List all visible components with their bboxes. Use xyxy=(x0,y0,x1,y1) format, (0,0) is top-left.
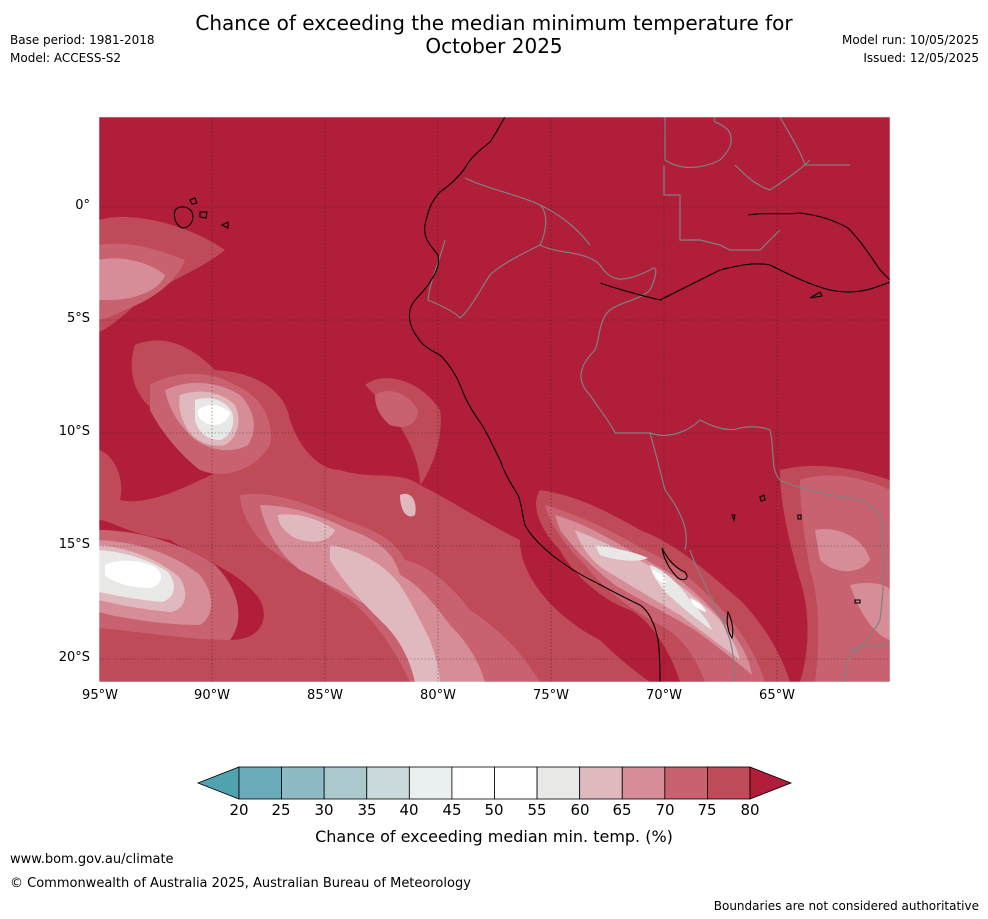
colorbar-tick: 30 xyxy=(314,801,334,819)
lon-label-85w: 85°W xyxy=(307,688,343,703)
colorbar-tick: 45 xyxy=(442,801,462,819)
base-period-text: Base period: 1981-2018 xyxy=(10,33,155,47)
colorbar-extend-high xyxy=(749,766,793,800)
lon-label-80w: 80°W xyxy=(420,688,456,703)
colorbar-bin xyxy=(621,766,666,800)
lon-label-75w: 75°W xyxy=(533,688,569,703)
country-borders xyxy=(427,117,890,682)
colorbar-bin xyxy=(707,766,751,800)
meta-right: Model run: 10/05/2025 Issued: 12/05/2025 xyxy=(842,31,979,67)
colorbar-bin xyxy=(408,766,453,800)
map-frame xyxy=(98,116,891,683)
colorbar-bin xyxy=(281,766,325,800)
meta-left: Base period: 1981-2018 Model: ACCESS-S2 xyxy=(10,31,155,67)
graticule xyxy=(99,117,890,682)
colorbar-bin xyxy=(238,766,282,800)
colorbar-bin xyxy=(579,766,623,800)
colorbar-tick: 60 xyxy=(570,801,590,819)
lat-label-5s: 5°S xyxy=(66,311,90,326)
lon-label-90w: 90°W xyxy=(194,688,230,703)
colorbar-bin xyxy=(451,766,495,800)
colorbar-bin xyxy=(494,766,538,800)
colorbar-bin xyxy=(536,766,581,800)
map-title-line1: Chance of exceeding the median minimum t… xyxy=(195,11,793,35)
map-panel xyxy=(99,117,890,682)
colorbar-tick: 50 xyxy=(484,801,504,819)
colorbar-bin xyxy=(366,766,410,800)
issued-text: Issued: 12/05/2025 xyxy=(863,51,979,65)
lon-label-70w: 70°W xyxy=(646,688,682,703)
colorbar-tick: 20 xyxy=(229,801,249,819)
colorbar-tick: 65 xyxy=(612,801,632,819)
footer-url: www.bom.gov.au/climate xyxy=(10,852,174,867)
contour-50-55 xyxy=(105,404,706,612)
lat-label-15s: 15°S xyxy=(58,537,90,552)
colorbar-bin xyxy=(664,766,708,800)
colorbar-tick: 35 xyxy=(357,801,377,819)
colorbar-label: Chance of exceeding median min. temp. (%… xyxy=(315,827,673,846)
map-title-line2: October 2025 xyxy=(425,34,563,58)
lon-label-95w: 95°W xyxy=(82,688,118,703)
lat-label-0: 0° xyxy=(75,198,90,213)
colorbar-tick: 55 xyxy=(527,801,547,819)
footer-disclaimer: Boundaries are not considered authoritat… xyxy=(713,899,979,913)
map-title: Chance of exceeding the median minimum t… xyxy=(0,12,988,58)
colorbar-bin xyxy=(323,766,368,800)
lat-label-10s: 10°S xyxy=(58,424,90,439)
footer-copyright: © Commonwealth of Australia 2025, Austra… xyxy=(10,876,471,891)
colorbar-extend-low xyxy=(196,766,240,800)
colorbar-tick: 80 xyxy=(740,801,760,819)
colorbar-tick: 25 xyxy=(271,801,291,819)
lon-label-65w: 65°W xyxy=(759,688,795,703)
model-text: Model: ACCESS-S2 xyxy=(10,51,122,65)
colorbar-tick: 40 xyxy=(399,801,419,819)
colorbar-tick: 75 xyxy=(697,801,717,819)
lat-label-20s: 20°S xyxy=(58,650,90,665)
coastline xyxy=(173,117,890,682)
colorbar-tick: 70 xyxy=(655,801,675,819)
model-run-text: Model run: 10/05/2025 xyxy=(841,33,979,47)
colorbar xyxy=(196,766,793,800)
